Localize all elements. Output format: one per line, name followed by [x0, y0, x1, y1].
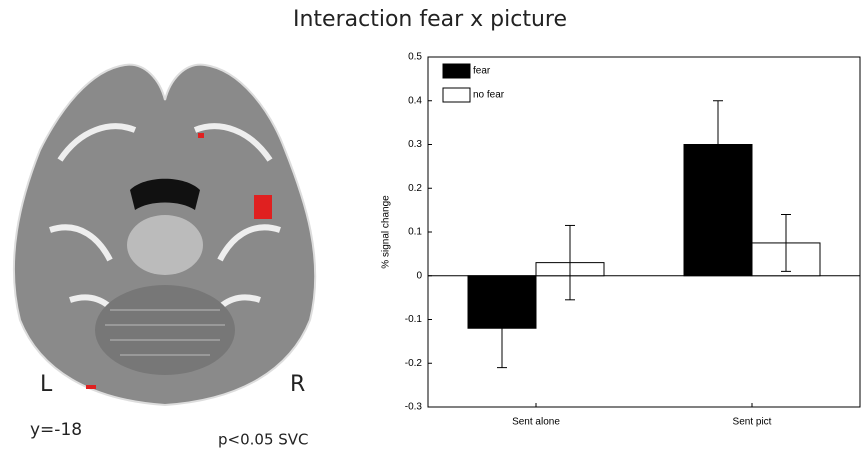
- y-tick-label: 0.3: [408, 139, 422, 150]
- figure-title: Interaction fear x picture: [293, 7, 567, 32]
- legend-swatch: [442, 63, 471, 79]
- y-axis-label: % signal change: [381, 195, 392, 269]
- y-tick-label: -0.3: [405, 402, 423, 413]
- x-tick-label: Sent alone: [512, 417, 560, 428]
- x-tick-label: Sent pict: [733, 417, 772, 428]
- y-tick-label: 0.4: [408, 95, 422, 106]
- y-tick-label: 0.1: [408, 227, 422, 238]
- y-tick-label: 0.2: [408, 183, 422, 194]
- slice-label: y=-18: [30, 420, 82, 440]
- right-label: R: [290, 372, 305, 397]
- plot-frame: [427, 56, 861, 408]
- y-tick-label: -0.1: [405, 314, 423, 325]
- y-tick-label: -0.2: [405, 358, 423, 369]
- threshold-label: p<0.05 SVC: [218, 431, 309, 449]
- legend-label: no fear: [473, 90, 505, 101]
- legend-label: fear: [473, 66, 491, 77]
- y-tick-label: 0.5: [408, 52, 422, 63]
- legend-swatch: [442, 87, 471, 103]
- y-tick-label: 0: [416, 270, 422, 281]
- brain-image: [12, 63, 317, 407]
- left-label: L: [40, 372, 53, 397]
